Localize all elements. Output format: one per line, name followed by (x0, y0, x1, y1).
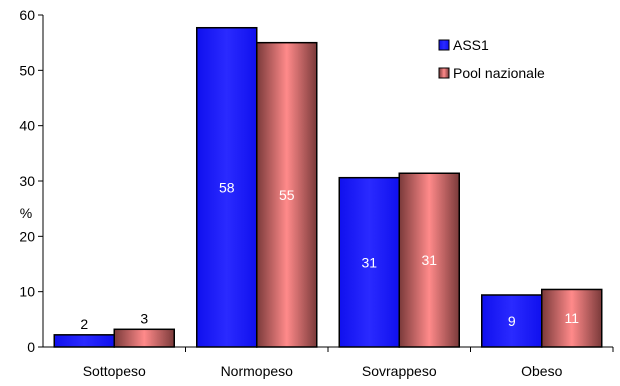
legend-swatch (438, 67, 450, 79)
data-labels: 2 3 58 55 31 31 9 11 (80, 179, 579, 331)
x-tick-label: Obeso (521, 363, 562, 379)
bar-ass1 (481, 294, 543, 348)
y-tick-label: 0 (27, 339, 35, 355)
y-tick-label: 60 (19, 7, 35, 23)
bar-ass1 (196, 26, 258, 348)
bar-pool-nazionale (398, 172, 460, 348)
x-tick-label: Sovrappeso (362, 363, 437, 379)
y-axis-label: % (20, 205, 32, 221)
data-label: 9 (508, 313, 516, 329)
y-tick-label: 10 (19, 284, 35, 300)
data-label: 2 (80, 316, 88, 332)
y-tick-label: 20 (19, 228, 35, 244)
data-label: 31 (361, 254, 377, 270)
legend-label: ASS1 (453, 37, 489, 53)
bar-pool-nazionale (256, 41, 318, 348)
y-tick-label: 40 (19, 118, 35, 134)
bar-ass1 (338, 176, 400, 348)
bar-pool-nazionale (541, 288, 603, 348)
data-label: 11 (564, 310, 579, 326)
legend-swatch (438, 39, 450, 51)
legend-label: Pool nazionale (453, 65, 545, 81)
y-tick-label: 50 (19, 62, 35, 78)
bars (53, 26, 603, 348)
data-label: 58 (219, 179, 235, 195)
bar-ass1 (53, 334, 115, 348)
x-tick-label: Normopeso (221, 363, 294, 379)
axes: 0 10 20 30 40 50 60% Sottopeso Normopeso Sovrappe… (19, 7, 614, 379)
data-label: 3 (140, 310, 148, 326)
legend: ASS1 Pool nazionale (438, 37, 545, 81)
x-tick-label: Sottopeso (83, 363, 146, 379)
bar-pool-nazionale (113, 328, 175, 348)
y-tick-label: 30 (19, 173, 35, 189)
data-label: 31 (421, 252, 437, 268)
data-label: 55 (279, 187, 295, 203)
